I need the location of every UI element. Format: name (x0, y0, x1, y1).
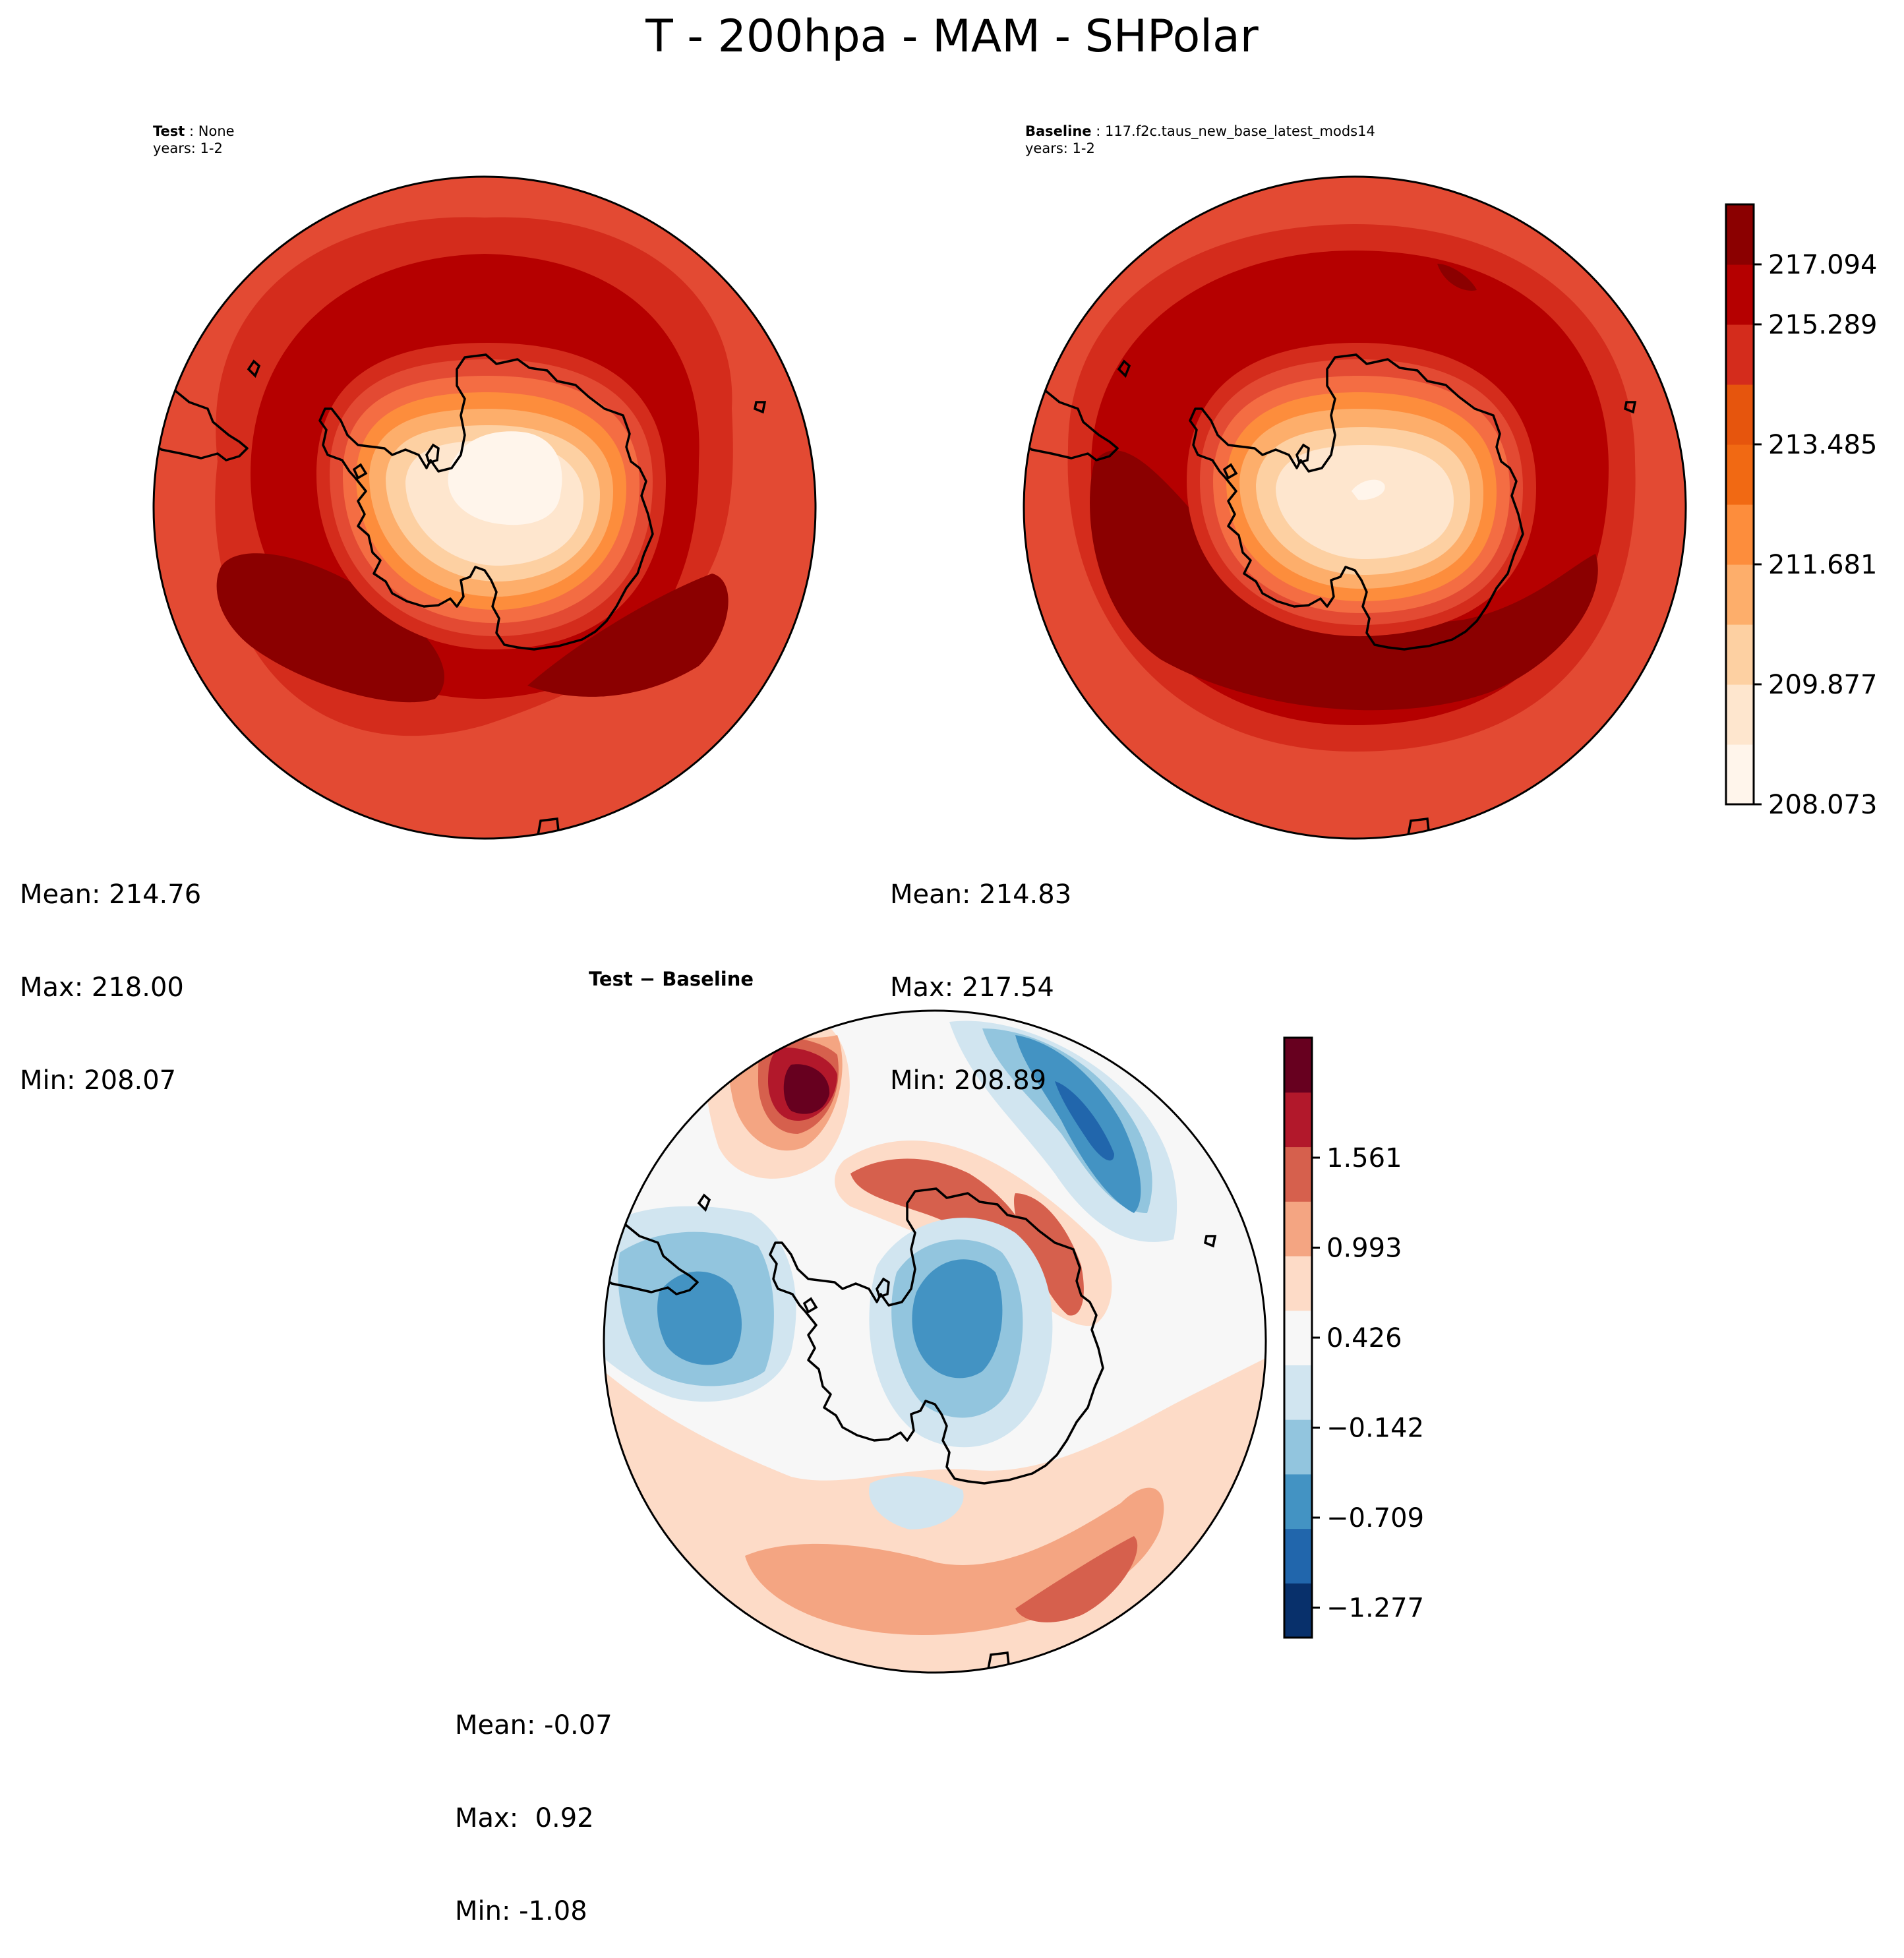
test-map (154, 177, 816, 839)
main-colorbar-color-band (1726, 264, 1754, 325)
diff-colorbar-color-band (1284, 1419, 1312, 1475)
diff-colorbar-color-band (1284, 1365, 1312, 1420)
diff-colorbar-tick-label: 0.993 (1326, 1233, 1402, 1264)
test-label-value: None (198, 123, 235, 139)
main-colorbar-color-band (1726, 624, 1754, 685)
main-colorbar-tick-label: 217.094 (1768, 250, 1877, 280)
baseline-label-name: Baseline (1025, 123, 1092, 139)
baseline-map-boundary (1023, 175, 1687, 840)
test-label-name: Test (153, 123, 185, 139)
diff-colorbar-color-band (1284, 1528, 1312, 1584)
main-colorbar-tick-label: 208.073 (1768, 790, 1877, 820)
baseline-label-value: 117.f2c.taus_new_base_latest_mods14 (1104, 123, 1375, 139)
diff-colorbar-tick-label: 0.426 (1326, 1323, 1402, 1353)
main-colorbar-frame (1725, 203, 1755, 806)
diff-colorbar-color-band (1284, 1473, 1312, 1529)
test-stat-max: Max: 218.00 (20, 972, 184, 1003)
diff-stat-mean: Mean: -0.07 (455, 1710, 612, 1740)
main-colorbar-color-band (1726, 384, 1754, 445)
diff-colorbar-tick-label: −0.142 (1326, 1413, 1424, 1444)
diff-colorbar-color-band (1284, 1092, 1312, 1148)
diff-colorbar-color-band (1284, 1201, 1312, 1257)
main-colorbar-tick-label: 215.289 (1768, 310, 1877, 340)
diff-colorbar-tick-label: −1.277 (1326, 1593, 1424, 1624)
main-colorbar-color-band (1726, 564, 1754, 625)
diff-colorbar: −1.277 −0.709 −0.142 0.426 0.993 1.561 (1283, 1036, 1424, 1639)
baseline-stat-min: Min: 208.89 (890, 1065, 1047, 1096)
test-stats: Mean: 214.76 Max: 218.00 Min: 208.07 (20, 817, 201, 1127)
main-colorbar-tick-label: 213.485 (1768, 430, 1877, 460)
main-colorbar-color-band (1726, 744, 1754, 805)
diff-colorbar-color-band (1284, 1255, 1312, 1311)
main-colorbar: 208.073 209.877 211.681 213.485 215.289 217.0… (1725, 203, 1877, 820)
main-colorbar-color-band (1726, 684, 1754, 745)
main-colorbar-color-band (1726, 204, 1754, 265)
diff-colorbar-color-band (1284, 1583, 1312, 1638)
diff-colorbar-color-band (1284, 1146, 1312, 1202)
test-years-label: years: 1-2 (153, 140, 223, 156)
baseline-panel-label: Baseline : 117.f2c.taus_new_base_latest_… (1025, 123, 1375, 139)
main-colorbar-color-band (1726, 504, 1754, 565)
test-map-boundary (152, 175, 817, 840)
diff-map (604, 1011, 1266, 1673)
diff-stats: Mean: -0.07 Max: 0.92 Min: -1.08 (455, 1648, 612, 1958)
figure-title: T - 200hpa - MAM - SHPolar (645, 11, 1259, 63)
diff-stat-min: Min: -1.08 (455, 1896, 587, 1926)
figure-canvas: 208.073 209.877 211.681 213.485 215.289 217.0… (152, 175, 1877, 1674)
baseline-stats: Mean: 214.83 Max: 217.54 Min: 208.89 (890, 817, 1071, 1127)
baseline-map (1024, 177, 1686, 839)
diff-colorbar-tick-label: −0.709 (1326, 1503, 1424, 1533)
diff-colorbar-color-band (1284, 1310, 1312, 1365)
main-colorbar-tick-label: 211.681 (1768, 550, 1877, 580)
diff-colorbar-tick-label: 1.561 (1326, 1143, 1402, 1173)
baseline-stat-max: Max: 217.54 (890, 972, 1054, 1003)
diff-map-boundary (603, 1009, 1267, 1674)
main-colorbar-color-band (1726, 324, 1754, 385)
baseline-years-label: years: 1-2 (1025, 140, 1095, 156)
diff-stat-max: Max: 0.92 (455, 1803, 594, 1833)
main-colorbar-tick-label: 209.877 (1768, 670, 1877, 700)
test-stat-min: Min: 208.07 (20, 1065, 177, 1096)
diff-panel-label: Test − Baseline (589, 968, 754, 990)
test-panel-label: Test : None (153, 123, 235, 139)
diff-colorbar-color-band (1284, 1038, 1312, 1093)
baseline-stat-mean: Mean: 214.83 (890, 879, 1072, 910)
test-stat-mean: Mean: 214.76 (20, 879, 202, 910)
main-colorbar-color-band (1726, 444, 1754, 505)
